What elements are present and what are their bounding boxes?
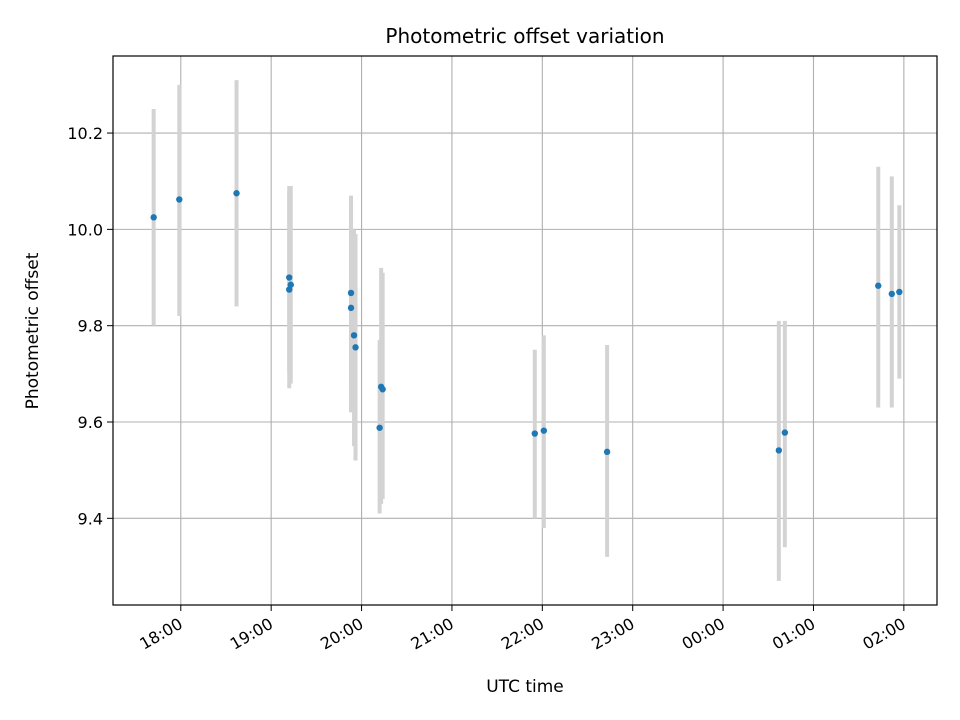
data-point	[176, 196, 183, 203]
data-points	[150, 190, 903, 456]
data-point	[150, 214, 157, 221]
grid-lines	[113, 56, 937, 605]
data-point	[540, 427, 548, 434]
y-tick-label: 10.2	[67, 124, 103, 143]
data-point	[531, 430, 538, 437]
data-point	[603, 448, 611, 456]
data-point	[896, 288, 903, 296]
data-point	[350, 332, 358, 339]
data-point	[352, 344, 359, 351]
y-axis-ticks: 9.4 9.6 9.8 10.0 10.2	[67, 124, 113, 528]
data-point	[781, 429, 789, 436]
data-point	[347, 289, 355, 297]
data-point	[286, 286, 293, 293]
chart-title: Photometric offset variation	[385, 24, 664, 48]
plot-frame	[112, 55, 938, 606]
data-point	[379, 386, 386, 393]
data-point	[875, 282, 882, 289]
y-tick-label: 9.8	[78, 317, 103, 336]
y-tick-label: 9.6	[78, 413, 103, 432]
y-tick-label: 10.0	[67, 220, 103, 239]
y-axis-label: Photometric offset	[23, 252, 43, 409]
data-point	[287, 281, 294, 288]
data-point	[347, 304, 355, 312]
data-point	[376, 424, 383, 431]
data-point	[775, 447, 783, 454]
data-point	[888, 290, 896, 298]
data-point	[233, 190, 240, 197]
x-axis-label: UTC time	[486, 677, 564, 697]
y-tick-label: 9.4	[78, 509, 103, 528]
data-point	[286, 274, 293, 281]
